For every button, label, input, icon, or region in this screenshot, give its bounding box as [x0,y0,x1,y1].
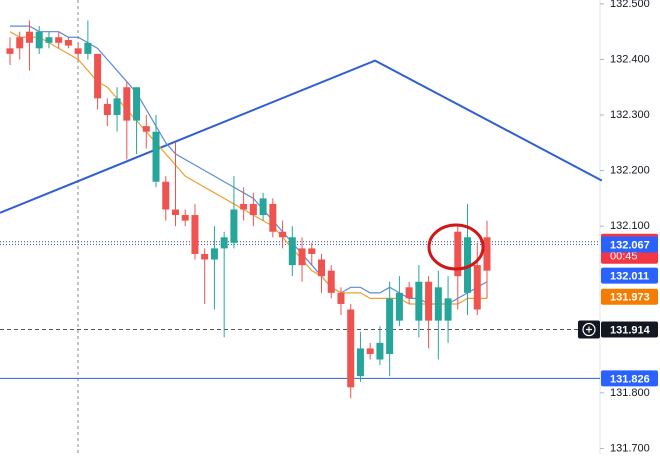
candle-body [55,37,63,43]
candle-body [220,237,228,249]
candle-body [366,348,374,354]
candle-body [473,265,481,310]
add-icon-plus [586,326,592,333]
highlight-circle [427,223,485,271]
moving-average [9,31,487,305]
candle-body [376,342,384,360]
candle-body [308,248,316,254]
y-tick-label: 131.700 [610,442,650,454]
countdown-label: 00:45 [610,251,638,263]
candle-body [133,87,141,121]
price-badge-label: 131.826 [610,373,650,385]
y-tick-label: 132.400 [610,53,650,65]
candle-body [395,292,403,321]
candle-body [181,215,189,221]
candle-body [84,42,92,54]
candle-body [45,37,53,43]
y-tick-label: 131.800 [610,387,650,399]
price-badge-label: 131.914 [610,324,651,336]
price-badge [601,236,658,253]
candle-body [6,48,14,54]
candle-body [201,253,209,260]
candle-body [113,98,121,116]
candle-body [425,281,433,321]
candle-body [464,237,472,293]
candle-body [483,237,491,271]
price-badge [601,288,658,305]
candle-body [103,103,111,116]
price-badge [601,370,658,387]
y-tick-label: 132.200 [610,165,650,177]
candle-body [64,40,72,46]
candle-body [356,348,364,377]
candle-body [191,215,199,254]
candle-body [279,231,287,238]
price-axis: 131.700 131.800 132.100 132.200 132.300 132.4… [578,0,658,454]
price-badge-label: 131.973 [610,292,650,304]
candle-body [288,237,296,266]
candle-body [16,37,24,49]
price-badge-label: 132.067 [610,239,650,251]
price-badge-label: 132.011 [610,271,649,283]
candle-body [171,209,179,216]
candle-body [210,248,218,260]
candle-body [347,309,355,388]
candle-body [249,203,257,216]
candle-body [327,270,335,293]
y-tick-label: 132.100 [610,220,650,232]
candle-body [434,287,442,321]
candle-body [269,203,277,232]
candle-body [25,31,33,43]
candle-body [35,31,43,49]
candle-body [94,53,102,99]
candle-body [405,287,413,299]
candle-body [318,259,326,277]
candle-body [152,131,160,182]
candle-body [454,231,462,277]
candle-body [415,281,423,321]
candle-body [74,48,82,54]
add-icon [582,322,596,337]
trend-line [0,59,603,214]
price-badge [601,321,658,338]
candle-body [230,209,238,243]
y-tick-label: 132.300 [610,109,650,121]
candle-body [162,181,170,210]
candle-body [240,203,248,210]
plot-area [0,20,603,399]
candle-body [444,298,452,321]
candle-body [123,87,131,121]
price-badge [601,267,658,284]
candle-body [386,298,394,354]
candle-body [259,198,267,216]
candle-body [142,126,150,132]
y-tick-label: 132.500 [610,0,650,10]
candle-body [337,292,345,304]
candle-body [298,248,306,266]
